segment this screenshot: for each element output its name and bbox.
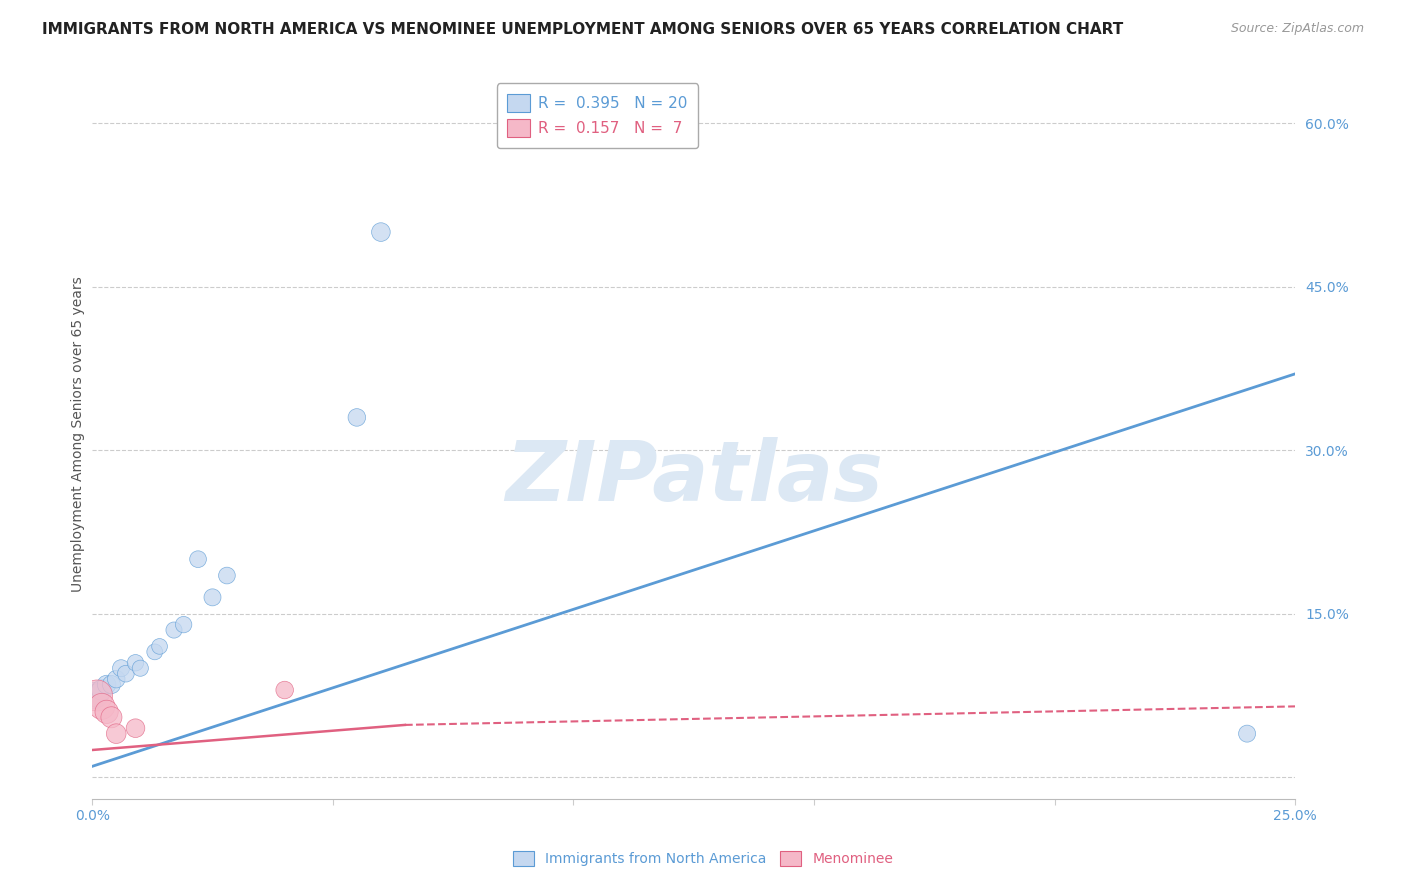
Point <box>100 677 122 691</box>
Point <box>110 661 132 675</box>
Point <box>115 666 138 681</box>
Point <box>90 683 112 698</box>
Point <box>187 552 209 566</box>
Legend: R =  0.395   N = 20, R =  0.157   N =  7: R = 0.395 N = 20, R = 0.157 N = 7 <box>496 84 699 148</box>
Text: Source: ZipAtlas.com: Source: ZipAtlas.com <box>1230 22 1364 36</box>
Point <box>215 568 238 582</box>
Point <box>86 689 108 703</box>
Point <box>86 689 108 703</box>
Point <box>370 225 392 239</box>
Point <box>346 410 368 425</box>
Point <box>90 699 112 714</box>
Point <box>143 645 166 659</box>
Text: IMMIGRANTS FROM NORTH AMERICA VS MENOMINEE UNEMPLOYMENT AMONG SENIORS OVER 65 YE: IMMIGRANTS FROM NORTH AMERICA VS MENOMIN… <box>42 22 1123 37</box>
Point <box>129 661 152 675</box>
Point <box>163 623 186 637</box>
Point <box>201 591 224 605</box>
Point <box>273 683 295 698</box>
Point <box>96 677 118 691</box>
Point <box>124 656 146 670</box>
Point <box>148 640 170 654</box>
Text: ZIPatlas: ZIPatlas <box>505 437 883 518</box>
Point <box>124 721 146 735</box>
Y-axis label: Unemployment Among Seniors over 65 years: Unemployment Among Seniors over 65 years <box>72 276 86 591</box>
Point <box>105 672 128 686</box>
Point <box>173 617 195 632</box>
Point <box>83 689 105 703</box>
Point <box>105 726 128 740</box>
Point <box>96 705 118 719</box>
Point <box>1236 726 1258 740</box>
Point <box>100 710 122 724</box>
Legend: Immigrants from North America, Menominee: Immigrants from North America, Menominee <box>508 846 898 871</box>
